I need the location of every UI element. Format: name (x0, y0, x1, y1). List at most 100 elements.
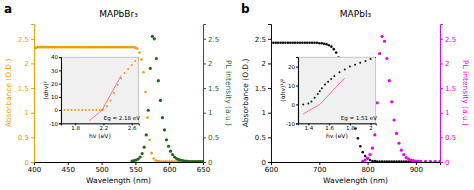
y-axis-tick: 2 (25, 60, 34, 68)
y2-axis-tick-mark (203, 137, 206, 138)
point (385, 57, 388, 60)
x-axis-label: Wavelength (nm) (86, 176, 151, 185)
y-axis-tick: 1 (25, 109, 34, 117)
y2-axis-tick: 0.5 (440, 134, 456, 142)
y-axis-tick: 0 (25, 159, 34, 167)
x-axis-tick: 1.4 (305, 123, 314, 131)
x-axis-tick-mark (368, 162, 369, 165)
point (373, 133, 376, 136)
point (370, 58, 372, 60)
x-axis-tick-mark (102, 162, 103, 165)
point (368, 153, 371, 156)
point (142, 71, 145, 74)
x-axis-tick: 2.6 (128, 123, 137, 131)
x-axis-tick: 550 (129, 162, 142, 174)
point (311, 101, 313, 103)
point (339, 71, 341, 73)
point (364, 60, 366, 62)
y-axis-line (59, 58, 62, 124)
point (378, 52, 381, 55)
point (359, 145, 362, 148)
point (400, 149, 403, 152)
point (131, 64, 133, 66)
point (149, 67, 152, 70)
point (299, 41, 302, 44)
point (330, 78, 332, 80)
point (152, 157, 155, 160)
point (354, 64, 356, 66)
y-axis-tick: 10 (51, 94, 61, 100)
point (127, 68, 129, 70)
point (424, 160, 427, 162)
point (139, 155, 142, 158)
inset: 1.41.61.82-1001020hv (eV)(αhv)¹/²Eg = 1.… (279, 56, 378, 139)
point (378, 160, 381, 162)
y2-axis-tick-label: 0 (445, 159, 449, 167)
y2-axis: 00.511.522.5 (203, 25, 219, 167)
point (159, 99, 162, 102)
point (146, 116, 149, 119)
x-axis: 600700800900 (265, 162, 441, 174)
point (92, 109, 94, 111)
point (71, 109, 73, 111)
point (400, 160, 403, 162)
y-axis-tick: 0 (262, 159, 271, 167)
point (374, 160, 377, 162)
x-axis: 1.8 2.2 2.6 (62, 123, 140, 131)
y2-axis-tick-label: 1.5 (208, 85, 219, 93)
marks (34, 35, 203, 162)
x-axis-tick: 600 (163, 162, 176, 174)
panel-label: b (241, 2, 250, 16)
point (390, 160, 393, 162)
fit-line (102, 76, 121, 110)
y2-axis-tick-label: 0 (208, 159, 212, 167)
point (171, 153, 174, 156)
point (357, 137, 360, 140)
y-axis-tick-label: -10 (286, 121, 295, 127)
y2-axis-tick-mark (440, 137, 443, 138)
y2-axis-line (441, 25, 444, 163)
x-axis-tick: 400 (28, 162, 41, 174)
point (272, 41, 275, 44)
point (85, 109, 87, 111)
y-axis-label: (αhv)¹/² (279, 78, 286, 101)
y-axis-tick-mark (268, 162, 271, 163)
point (140, 58, 143, 61)
point (366, 157, 369, 160)
y-axis-tick-label: 2.5 (255, 36, 266, 44)
point (67, 109, 69, 111)
y-axis-line (296, 58, 299, 124)
y2-axis-tick: 1.5 (440, 85, 456, 93)
point (296, 41, 299, 44)
x-axis-tick-label: 500 (95, 166, 108, 174)
y-axis-label: Absorbance (O.D.) (241, 59, 250, 128)
x-axis-tick-label: 900 (410, 166, 423, 174)
point (157, 79, 160, 82)
y-axis-tick: -10 (49, 121, 61, 127)
y2-axis-tick-mark (440, 39, 443, 40)
point (138, 51, 141, 54)
y-axis-label: (αhv)² (42, 80, 49, 99)
y2-axis-tick-mark (203, 63, 206, 64)
x-axis-tick-label: 1.8 (71, 125, 80, 131)
y-axis-tick-mark (268, 63, 271, 64)
x-axis-tick-label: 2.2 (100, 125, 109, 131)
y-axis-tick: 2.5 (18, 36, 34, 44)
point (375, 57, 376, 58)
point (402, 160, 405, 162)
point (405, 160, 408, 162)
point (141, 152, 144, 155)
point (308, 41, 311, 44)
y-axis-tick: 0.5 (18, 134, 34, 142)
point (388, 79, 391, 82)
y-axis-tick-label: 0 (292, 102, 296, 108)
y-axis-tick: 1.5 (255, 85, 271, 93)
point (397, 142, 400, 145)
x-axis-tick-mark (319, 162, 320, 165)
point (301, 41, 304, 44)
y-axis-tick-mark (59, 70, 61, 71)
y-axis-tick: 0 (292, 102, 299, 108)
x-axis: 400450500550600650 (28, 162, 210, 174)
y2-axis-tick-mark (203, 113, 206, 114)
x-axis-label: hv (eV) (326, 132, 348, 139)
